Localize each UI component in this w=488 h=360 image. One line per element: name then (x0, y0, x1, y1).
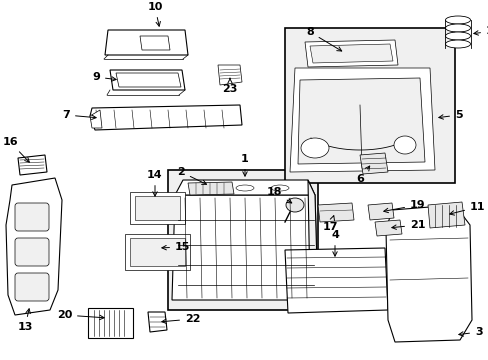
Ellipse shape (285, 198, 304, 212)
Polygon shape (385, 205, 471, 342)
Polygon shape (6, 178, 62, 315)
Polygon shape (172, 195, 317, 300)
Polygon shape (307, 180, 317, 300)
Text: 6: 6 (355, 166, 369, 184)
Text: 22: 22 (162, 314, 200, 324)
Polygon shape (374, 220, 401, 236)
Bar (130, 192, 184, 224)
Text: 9: 9 (92, 72, 116, 82)
Ellipse shape (301, 138, 328, 158)
Polygon shape (140, 36, 170, 50)
Text: 10: 10 (147, 2, 163, 26)
Polygon shape (218, 65, 242, 85)
Text: 14: 14 (147, 170, 163, 196)
Ellipse shape (393, 136, 415, 154)
Polygon shape (359, 153, 387, 174)
Bar (130, 238, 184, 266)
Bar (168, 170, 317, 310)
Text: 11: 11 (449, 202, 485, 215)
Text: 17: 17 (322, 216, 337, 232)
Text: 20: 20 (57, 310, 104, 320)
Text: 7: 7 (62, 110, 96, 120)
Ellipse shape (445, 32, 469, 40)
Text: 13: 13 (17, 309, 33, 332)
Text: 8: 8 (305, 27, 341, 51)
FancyBboxPatch shape (15, 238, 49, 266)
Ellipse shape (445, 16, 469, 24)
Bar (135, 196, 180, 220)
Bar (125, 234, 190, 270)
Polygon shape (90, 110, 102, 128)
Text: 12: 12 (473, 26, 488, 36)
Ellipse shape (270, 185, 288, 191)
Ellipse shape (201, 185, 219, 191)
Polygon shape (297, 78, 424, 164)
Text: 15: 15 (162, 242, 190, 252)
Polygon shape (309, 44, 392, 63)
Text: 5: 5 (438, 110, 462, 120)
Bar (88, 308, 133, 338)
Polygon shape (148, 312, 167, 332)
Polygon shape (18, 155, 47, 175)
Polygon shape (105, 30, 187, 55)
FancyBboxPatch shape (15, 273, 49, 301)
Text: 21: 21 (391, 220, 425, 230)
FancyBboxPatch shape (15, 203, 49, 231)
Polygon shape (305, 40, 397, 67)
Polygon shape (90, 105, 242, 130)
Polygon shape (285, 248, 387, 313)
Polygon shape (116, 73, 181, 87)
Ellipse shape (445, 40, 469, 48)
Text: 23: 23 (222, 78, 237, 94)
Polygon shape (175, 180, 314, 195)
Text: 19: 19 (383, 200, 425, 213)
Text: 4: 4 (330, 230, 338, 256)
Polygon shape (110, 70, 184, 90)
Polygon shape (317, 203, 353, 222)
Polygon shape (367, 203, 393, 220)
Ellipse shape (445, 24, 469, 32)
Polygon shape (427, 202, 464, 228)
Text: 18: 18 (266, 187, 291, 203)
Text: 16: 16 (2, 137, 29, 162)
Polygon shape (187, 182, 234, 195)
Text: 3: 3 (458, 327, 482, 337)
Text: 1: 1 (241, 154, 248, 176)
Bar (285, 28, 454, 183)
Text: 2: 2 (177, 167, 206, 184)
Polygon shape (289, 68, 434, 172)
Ellipse shape (236, 185, 253, 191)
